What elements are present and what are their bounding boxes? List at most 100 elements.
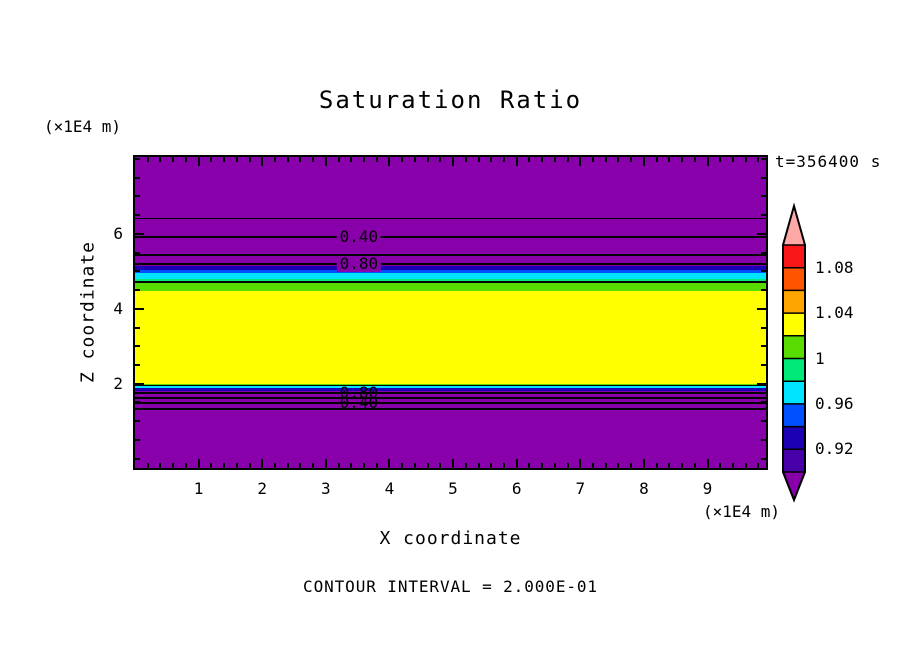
contour-band xyxy=(135,281,766,292)
axis-tick-y xyxy=(761,401,766,404)
axis-tick-y xyxy=(135,251,140,254)
axis-tick-y xyxy=(757,307,766,310)
contour-line-label: 0.80 xyxy=(336,255,382,272)
x-tick-label: 1 xyxy=(193,479,204,498)
axis-tick-x xyxy=(146,463,149,468)
axis-tick-x xyxy=(477,157,480,162)
y-tick-label: 4 xyxy=(113,298,123,318)
axis-tick-x xyxy=(401,157,404,162)
axis-tick-x xyxy=(655,157,658,162)
axis-tick-x xyxy=(350,157,353,162)
axis-tick-y xyxy=(761,364,766,366)
axis-tick-x xyxy=(617,157,620,162)
axis-tick-x xyxy=(210,157,213,162)
axis-tick-x xyxy=(719,463,722,468)
axis-tick-x xyxy=(299,463,302,468)
axis-tick-x xyxy=(159,157,162,162)
contour-line xyxy=(135,385,766,387)
axis-tick-x xyxy=(757,463,760,468)
contour-band xyxy=(135,279,766,282)
axis-tick-y xyxy=(135,438,140,441)
y-axis-unit-label: (×1E4 m) xyxy=(44,117,122,136)
axis-tick-x xyxy=(375,463,378,468)
axis-tick-y xyxy=(135,401,140,404)
axis-tick-x xyxy=(515,459,518,468)
contour-line xyxy=(135,402,766,405)
contour-line-label: 0.40 xyxy=(336,229,382,246)
axis-tick-x xyxy=(375,157,378,162)
colorbar-outline xyxy=(782,202,806,503)
axis-tick-y xyxy=(135,157,140,160)
axis-tick-x xyxy=(324,459,327,468)
axis-tick-y xyxy=(761,345,766,348)
axis-tick-x xyxy=(744,463,747,468)
contour-band xyxy=(135,387,766,392)
contour-line xyxy=(135,254,766,257)
axis-tick-x xyxy=(197,459,200,468)
axis-tick-x xyxy=(197,157,200,166)
axis-tick-y xyxy=(761,176,766,179)
axis-tick-x xyxy=(312,463,315,468)
chart-title: Saturation Ratio xyxy=(318,86,583,114)
axis-tick-x xyxy=(630,157,633,162)
axis-tick-x xyxy=(363,157,365,162)
axis-tick-x xyxy=(413,157,416,162)
x-tick-label: 5 xyxy=(448,479,458,498)
axis-tick-x xyxy=(731,157,734,162)
axis-tick-x xyxy=(223,463,226,468)
axis-tick-x xyxy=(439,157,442,162)
colorbar-tick-label: 0.96 xyxy=(815,393,854,413)
axis-tick-x xyxy=(439,463,442,468)
colorbar-tick-label: 1.04 xyxy=(815,303,854,323)
axis-tick-x xyxy=(172,463,175,468)
axis-tick-x xyxy=(528,157,531,162)
x-tick-label: 3 xyxy=(320,479,331,498)
axis-tick-x xyxy=(757,157,760,162)
colorbar-tick-label: 1.08 xyxy=(815,257,854,277)
axis-tick-x xyxy=(566,463,569,468)
contour-line xyxy=(135,392,766,395)
axis-tick-x xyxy=(553,157,556,162)
axis-tick-y xyxy=(135,232,144,235)
axis-tick-x xyxy=(312,157,315,162)
colorbar-segment xyxy=(783,335,805,359)
axis-tick-x xyxy=(159,463,162,468)
axis-tick-x xyxy=(681,463,683,468)
axis-tick-x xyxy=(566,157,569,162)
axis-tick-y xyxy=(135,307,144,310)
axis-tick-x xyxy=(719,157,722,162)
axis-tick-x xyxy=(248,463,251,468)
x-tick-label: 7 xyxy=(575,479,586,498)
y-tick-label: 2 xyxy=(113,373,123,393)
axis-tick-x xyxy=(388,459,391,468)
axis-tick-x xyxy=(210,463,213,468)
axis-tick-x xyxy=(248,157,251,162)
colorbar-segment xyxy=(783,426,805,450)
colorbar xyxy=(770,200,900,510)
contour-line xyxy=(135,396,766,399)
axis-tick-y xyxy=(757,232,766,235)
axis-tick-y xyxy=(135,345,140,348)
axis-tick-x xyxy=(223,157,226,162)
contour-line xyxy=(135,236,766,239)
axis-tick-x xyxy=(668,463,671,468)
colorbar-segment xyxy=(783,381,805,405)
axis-tick-x xyxy=(235,157,238,162)
x-tick-label: 8 xyxy=(639,479,649,498)
axis-tick-x xyxy=(324,157,327,166)
colorbar-tick-label: 1 xyxy=(815,348,825,368)
axis-tick-x xyxy=(350,463,353,468)
axis-tick-y xyxy=(761,270,766,273)
contour-band xyxy=(135,291,766,384)
contour-line-label: 0.40 xyxy=(339,393,379,413)
axis-tick-x xyxy=(401,463,404,468)
contour-line-label: 0.80 xyxy=(339,383,379,403)
axis-tick-y xyxy=(757,382,766,385)
axis-tick-y xyxy=(135,270,140,273)
axis-tick-x xyxy=(490,157,493,162)
contour-line xyxy=(135,217,766,219)
axis-tick-x xyxy=(731,463,734,468)
axis-tick-x xyxy=(630,463,633,468)
axis-tick-x xyxy=(642,459,645,468)
axis-tick-x xyxy=(452,157,454,166)
